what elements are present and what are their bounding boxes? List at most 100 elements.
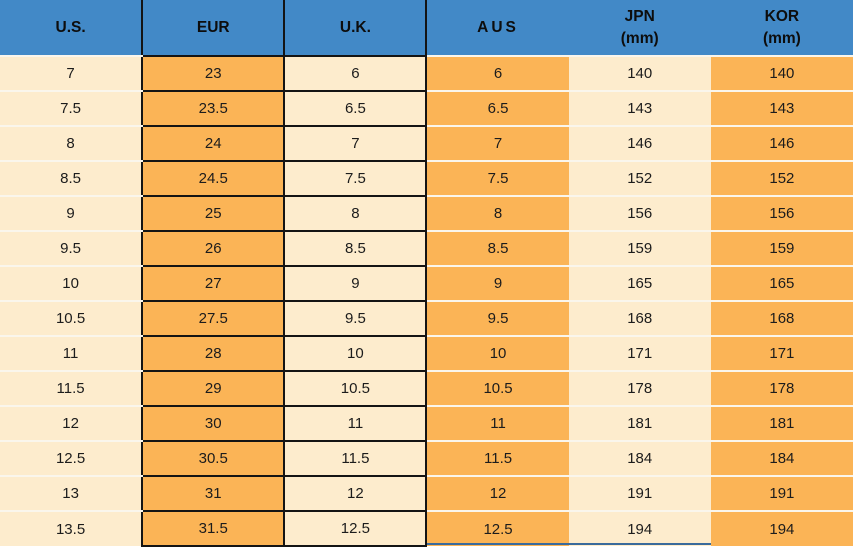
cell-us: 13.5	[0, 511, 143, 546]
cell-jpn: 168	[568, 301, 711, 337]
cell-jpn: 156	[568, 196, 711, 232]
table-row: 7 23 6 6 140 140	[0, 55, 853, 92]
column-header-sublabel: (mm)	[620, 29, 659, 47]
cell-uk: 11.5	[283, 440, 428, 477]
column-header-uk: U.K.	[284, 0, 428, 57]
cell-us: 9	[0, 196, 143, 232]
cell-kor: 165	[710, 266, 853, 302]
cell-aus: 8	[426, 196, 569, 232]
cell-eur: 24.5	[141, 160, 286, 197]
table-row: 9.5 26 8.5 8.5 159 159	[0, 230, 853, 267]
header-row: U.S. EUR U.K. AUS JPN (mm) KOR (mm)	[0, 0, 853, 57]
cell-us: 12	[0, 406, 143, 442]
cell-us: 12.5	[0, 441, 143, 477]
table-row: 10.5 27.5 9.5 9.5 168 168	[0, 300, 853, 337]
cell-aus: 9	[426, 266, 569, 302]
column-header-label: U.K.	[339, 18, 371, 36]
cell-eur: 23.5	[141, 90, 286, 127]
table-row: 12 30 11 11 181 181	[0, 405, 853, 442]
cell-eur: 27	[141, 265, 286, 302]
table-row: 10 27 9 9 165 165	[0, 265, 853, 302]
cell-eur: 23	[141, 55, 286, 92]
cell-jpn: 171	[568, 336, 711, 372]
cell-aus: 11	[426, 406, 569, 442]
table-row: 13 31 12 12 191 191	[0, 475, 853, 512]
cell-us: 9.5	[0, 231, 143, 267]
column-header-label: AUS	[477, 18, 519, 36]
cell-eur: 25	[141, 195, 286, 232]
table-header: U.S. EUR U.K. AUS JPN (mm) KOR (mm)	[0, 0, 853, 57]
column-header-kor: KOR (mm)	[710, 0, 853, 57]
column-header-label: U.S.	[55, 18, 86, 36]
table-row: 11 28 10 10 171 171	[0, 335, 853, 372]
cell-kor: 152	[710, 161, 853, 197]
cell-jpn: 146	[568, 126, 711, 162]
cell-kor: 159	[710, 231, 853, 267]
cell-us: 8	[0, 126, 143, 162]
cell-jpn: 143	[568, 91, 711, 127]
partial-next-header-edge	[427, 543, 711, 545]
table-row: 9 25 8 8 156 156	[0, 195, 853, 232]
cell-kor: 191	[710, 476, 853, 512]
cell-uk: 8.5	[283, 230, 428, 267]
cell-jpn: 181	[568, 406, 711, 442]
cell-uk: 9.5	[283, 300, 428, 337]
cell-kor: 140	[710, 56, 853, 92]
cell-us: 7.5	[0, 91, 143, 127]
cell-us: 11	[0, 336, 143, 372]
cell-kor: 156	[710, 196, 853, 232]
cell-uk: 11	[283, 405, 428, 442]
cell-aus: 8.5	[426, 231, 569, 267]
cell-kor: 178	[710, 371, 853, 407]
table-row: 8 24 7 7 146 146	[0, 125, 853, 162]
cell-jpn: 159	[568, 231, 711, 267]
cell-eur: 31	[141, 475, 286, 512]
cell-us: 7	[0, 56, 143, 92]
cell-kor: 143	[710, 91, 853, 127]
cell-us: 10.5	[0, 301, 143, 337]
table-row: 12.5 30.5 11.5 11.5 184 184	[0, 440, 853, 477]
cell-us: 10	[0, 266, 143, 302]
cell-kor: 181	[710, 406, 853, 442]
cell-us: 13	[0, 476, 143, 512]
cell-jpn: 194	[568, 511, 711, 546]
cell-aus: 6	[426, 56, 569, 92]
column-header-label: EUR	[196, 18, 230, 36]
column-header-label: JPN	[624, 7, 655, 25]
cell-jpn: 178	[568, 371, 711, 407]
cell-aus: 7.5	[426, 161, 569, 197]
cell-kor: 184	[710, 441, 853, 477]
cell-eur: 30	[141, 405, 286, 442]
cell-uk: 7	[283, 125, 428, 162]
cell-aus: 11.5	[426, 441, 569, 477]
cell-aus: 7	[426, 126, 569, 162]
cell-eur: 31.5	[141, 510, 286, 547]
table-body: 7 23 6 6 140 140 7.5 23.5 6.5 6.5 143 143 8 24 7 7 146 14…	[0, 55, 853, 547]
cell-eur: 27.5	[141, 300, 286, 337]
cell-uk: 8	[283, 195, 428, 232]
cell-eur: 30.5	[141, 440, 286, 477]
cell-jpn: 152	[568, 161, 711, 197]
cell-kor: 194	[710, 511, 853, 546]
cell-aus: 9.5	[426, 301, 569, 337]
cell-uk: 7.5	[283, 160, 428, 197]
cell-uk: 9	[283, 265, 428, 302]
cell-aus: 10.5	[426, 371, 569, 407]
cell-eur: 26	[141, 230, 286, 267]
cell-eur: 29	[141, 370, 286, 407]
cell-jpn: 140	[568, 56, 711, 92]
cell-uk: 10	[283, 335, 428, 372]
column-header-jpn: JPN (mm)	[568, 0, 711, 57]
table-row: 8.5 24.5 7.5 7.5 152 152	[0, 160, 853, 197]
table-row: 7.5 23.5 6.5 6.5 143 143	[0, 90, 853, 127]
cell-jpn: 191	[568, 476, 711, 512]
cell-jpn: 165	[568, 266, 711, 302]
cell-uk: 6	[283, 55, 428, 92]
cell-eur: 24	[141, 125, 286, 162]
cell-aus: 12	[426, 476, 569, 512]
cell-kor: 171	[710, 336, 853, 372]
cell-kor: 168	[710, 301, 853, 337]
cell-uk: 12.5	[283, 510, 428, 547]
